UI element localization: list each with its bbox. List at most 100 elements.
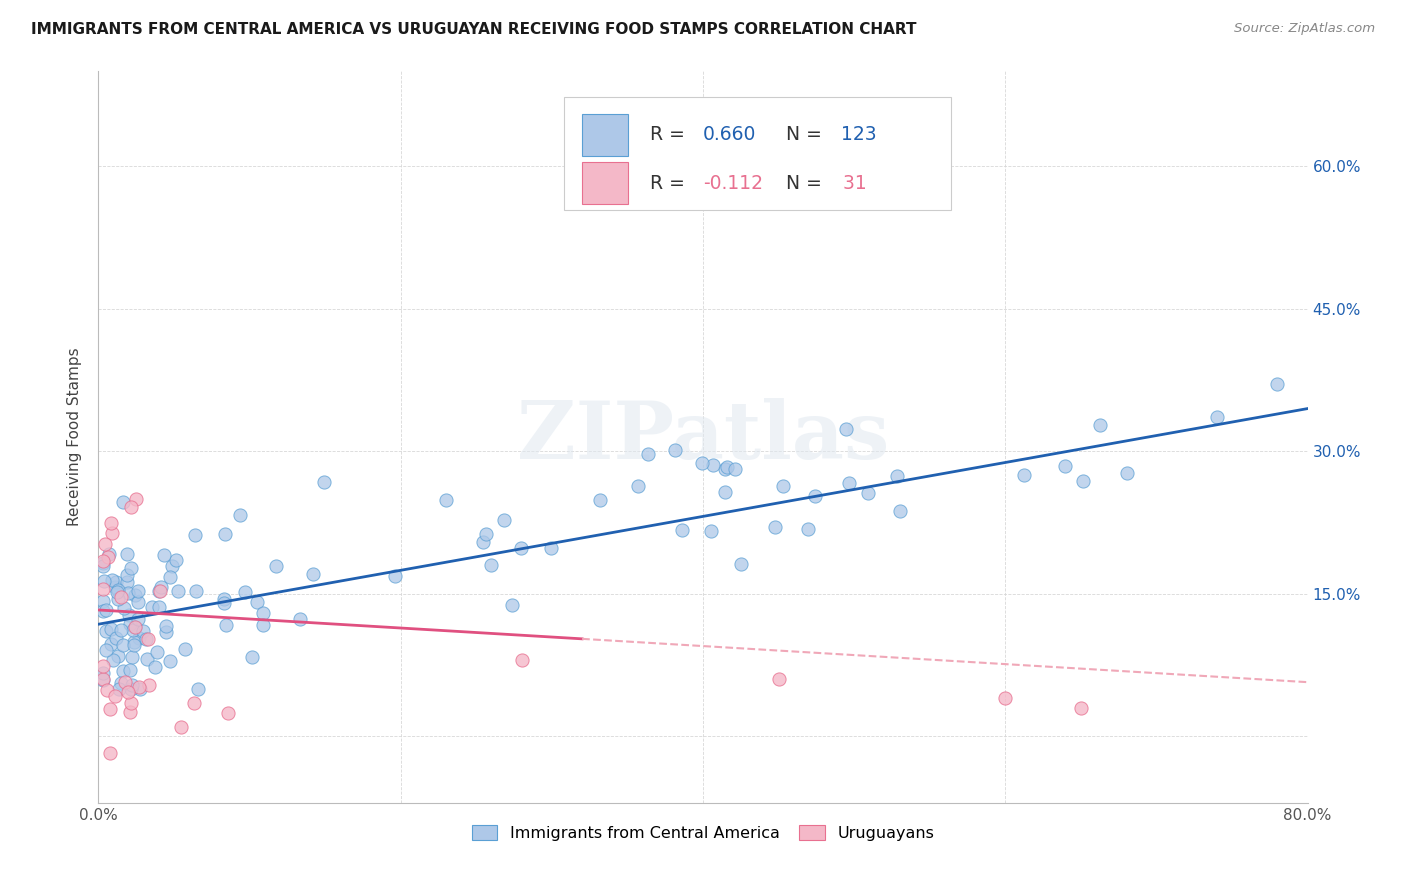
Point bbox=[91, 554, 114, 568]
Point bbox=[91, 557, 114, 571]
Point bbox=[183, 697, 205, 711]
Point bbox=[104, 631, 127, 645]
Point bbox=[1012, 467, 1035, 482]
Point bbox=[101, 573, 124, 587]
Point bbox=[889, 504, 911, 518]
Text: Source: ZipAtlas.com: Source: ZipAtlas.com bbox=[1234, 22, 1375, 36]
Point bbox=[121, 677, 143, 691]
Point bbox=[111, 638, 134, 652]
Point bbox=[93, 658, 115, 673]
Point bbox=[91, 594, 114, 608]
Y-axis label: Receiving Food Stamps: Receiving Food Stamps bbox=[67, 348, 83, 526]
Point bbox=[132, 624, 155, 638]
Point bbox=[212, 592, 235, 607]
Point bbox=[994, 691, 1017, 706]
Point bbox=[129, 681, 152, 696]
Point bbox=[252, 606, 274, 620]
Point bbox=[214, 526, 236, 541]
Point bbox=[97, 550, 120, 565]
Point bbox=[173, 641, 195, 656]
Point bbox=[492, 513, 515, 527]
Point bbox=[148, 583, 170, 598]
Point bbox=[117, 586, 139, 600]
Point bbox=[702, 458, 724, 473]
Point bbox=[105, 575, 128, 590]
Point bbox=[93, 574, 115, 588]
Text: ZIPatlas: ZIPatlas bbox=[517, 398, 889, 476]
Text: -0.112: -0.112 bbox=[703, 174, 763, 193]
Point bbox=[152, 549, 174, 563]
Point bbox=[724, 461, 747, 475]
Point bbox=[122, 635, 145, 649]
Point bbox=[122, 638, 145, 652]
Point bbox=[118, 608, 141, 623]
Point bbox=[120, 560, 142, 574]
Text: 0.660: 0.660 bbox=[703, 126, 756, 145]
Text: R =: R = bbox=[650, 174, 690, 193]
Point bbox=[252, 618, 274, 632]
Point bbox=[167, 584, 190, 599]
Point bbox=[114, 674, 136, 689]
Point bbox=[155, 625, 177, 640]
Point bbox=[141, 599, 163, 614]
Point bbox=[112, 665, 135, 679]
Point bbox=[94, 642, 117, 657]
Point bbox=[1088, 417, 1111, 432]
Point bbox=[124, 588, 146, 602]
Point bbox=[664, 443, 686, 458]
Point bbox=[384, 569, 406, 583]
Point bbox=[159, 570, 181, 584]
Point bbox=[127, 612, 149, 626]
Point bbox=[314, 475, 336, 490]
Point bbox=[246, 595, 269, 609]
Point bbox=[1265, 376, 1288, 391]
Point bbox=[100, 622, 122, 636]
Point bbox=[110, 623, 132, 637]
Point bbox=[714, 484, 737, 499]
Point bbox=[117, 685, 139, 699]
Point bbox=[1205, 409, 1227, 424]
Point bbox=[94, 536, 117, 550]
Point bbox=[115, 568, 138, 582]
Point bbox=[100, 637, 122, 651]
Point bbox=[212, 596, 235, 610]
Point bbox=[165, 553, 187, 567]
Legend: Immigrants from Central America, Uruguayans: Immigrants from Central America, Uruguay… bbox=[465, 819, 941, 847]
Point bbox=[125, 492, 148, 507]
Point bbox=[110, 590, 132, 604]
Point bbox=[214, 618, 236, 632]
Point bbox=[768, 673, 790, 687]
Point bbox=[240, 649, 263, 664]
Point bbox=[690, 456, 713, 470]
Point bbox=[149, 584, 172, 599]
Point bbox=[96, 683, 118, 698]
Point bbox=[138, 678, 160, 692]
Point bbox=[143, 660, 166, 674]
Point bbox=[105, 584, 128, 599]
Point bbox=[120, 617, 142, 632]
Point bbox=[160, 559, 183, 574]
Point bbox=[138, 632, 160, 646]
Point bbox=[671, 523, 693, 537]
Point bbox=[96, 603, 118, 617]
Point bbox=[101, 525, 124, 540]
Text: N =: N = bbox=[786, 174, 828, 193]
Point bbox=[804, 489, 827, 503]
Point bbox=[91, 666, 114, 681]
Point bbox=[101, 653, 124, 667]
Point bbox=[91, 673, 114, 687]
Point bbox=[112, 601, 135, 615]
Point bbox=[589, 492, 612, 507]
Point bbox=[700, 524, 723, 538]
Point bbox=[110, 675, 132, 690]
Point bbox=[886, 469, 908, 483]
Point bbox=[301, 566, 323, 581]
Point bbox=[91, 582, 114, 596]
Point bbox=[120, 697, 142, 711]
Point bbox=[730, 557, 752, 571]
Point bbox=[1071, 475, 1094, 489]
Point bbox=[148, 599, 170, 614]
Point bbox=[91, 673, 114, 687]
Point bbox=[716, 460, 738, 475]
Point bbox=[124, 620, 146, 634]
